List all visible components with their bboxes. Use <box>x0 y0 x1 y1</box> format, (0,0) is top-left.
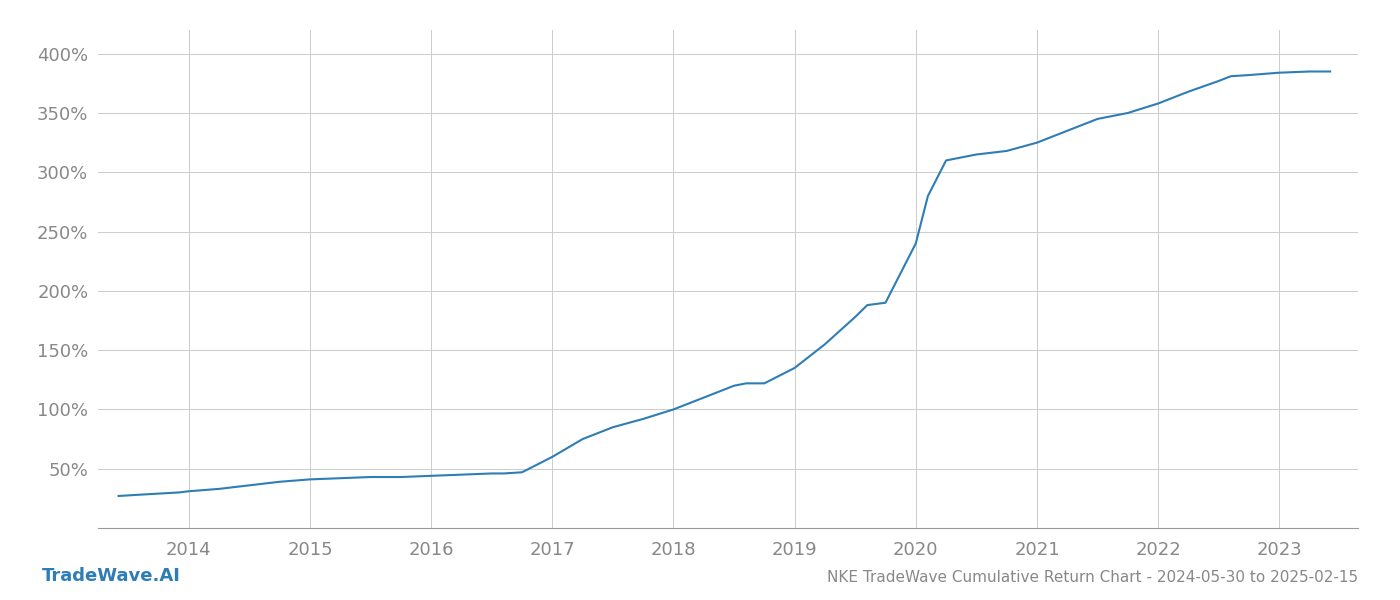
Text: TradeWave.AI: TradeWave.AI <box>42 567 181 585</box>
Text: NKE TradeWave Cumulative Return Chart - 2024-05-30 to 2025-02-15: NKE TradeWave Cumulative Return Chart - … <box>827 570 1358 585</box>
